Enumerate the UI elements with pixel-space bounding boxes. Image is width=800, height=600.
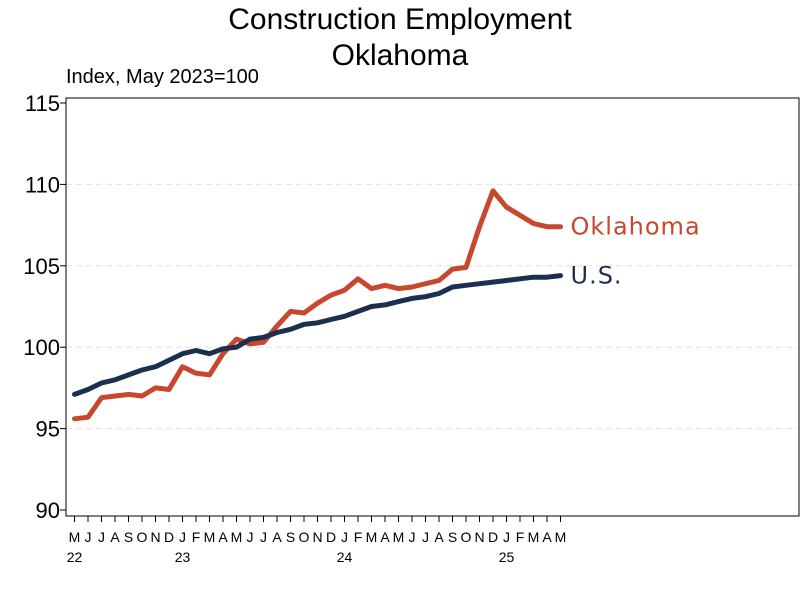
x-tick-label: N	[474, 529, 484, 545]
y-tick-label: 110	[25, 172, 60, 197]
series-label-oklahoma: Oklahoma	[571, 213, 701, 241]
x-tick-label: F	[192, 529, 201, 545]
chart-title: Construction Employment	[228, 3, 572, 36]
x-tick-label: J	[247, 529, 254, 545]
x-tick-label: D	[326, 529, 336, 545]
y-tick-label: 105	[23, 254, 60, 279]
x-tick-label: M	[69, 529, 81, 545]
series-label-u-s: U.S.	[571, 262, 623, 290]
x-tick-label: N	[150, 529, 160, 545]
x-tick-label: J	[98, 529, 105, 545]
x-tick-label: A	[218, 529, 228, 545]
x-tick-label: J	[341, 529, 348, 545]
x-tick-label: N	[312, 529, 322, 545]
x-tick-label: S	[124, 529, 133, 545]
x-tick-label: J	[85, 529, 92, 545]
plot-frame	[65, 97, 800, 517]
x-tick-label: M	[528, 529, 540, 545]
x-tick-label: S	[448, 529, 457, 545]
x-tick-label: M	[204, 529, 216, 545]
x-tick-label: M	[366, 529, 378, 545]
series-line-u-s	[72, 273, 563, 397]
series-line-oklahoma	[72, 188, 563, 422]
x-tick-label: F	[354, 529, 363, 545]
x-year-label: 23	[175, 549, 191, 565]
x-year-label: 25	[499, 549, 515, 565]
x-tick-label: F	[516, 529, 525, 545]
x-tick-label: J	[422, 529, 429, 545]
x-tick-label: S	[286, 529, 295, 545]
x-tick-label: A	[272, 529, 282, 545]
x-tick-label: D	[488, 529, 498, 545]
chart-subtitle: Oklahoma	[331, 39, 469, 72]
x-tick-label: O	[461, 529, 472, 545]
y-tick-label: 115	[25, 91, 60, 116]
x-tick-label: A	[110, 529, 120, 545]
x-tick-label: A	[542, 529, 552, 545]
x-year-label: 22	[67, 549, 83, 565]
x-tick-label: J	[179, 529, 186, 545]
x-tick-label: J	[409, 529, 416, 545]
x-tick-label: M	[231, 529, 243, 545]
y-tick-label: 90	[36, 498, 60, 523]
x-tick-label: A	[380, 529, 390, 545]
x-tick-label: A	[434, 529, 444, 545]
x-tick-label: J	[260, 529, 267, 545]
x-year-label: 24	[337, 549, 353, 565]
x-tick-label: D	[164, 529, 174, 545]
x-tick-label: M	[555, 529, 567, 545]
x-tick-label: M	[393, 529, 405, 545]
y-tick-label: 100	[23, 335, 60, 360]
y-tick-label: 95	[36, 417, 60, 442]
x-tick-label: O	[137, 529, 148, 545]
x-tick-label: O	[299, 529, 310, 545]
x-tick-label: J	[503, 529, 510, 545]
y-axis-label: Index, May 2023=100	[66, 66, 259, 88]
